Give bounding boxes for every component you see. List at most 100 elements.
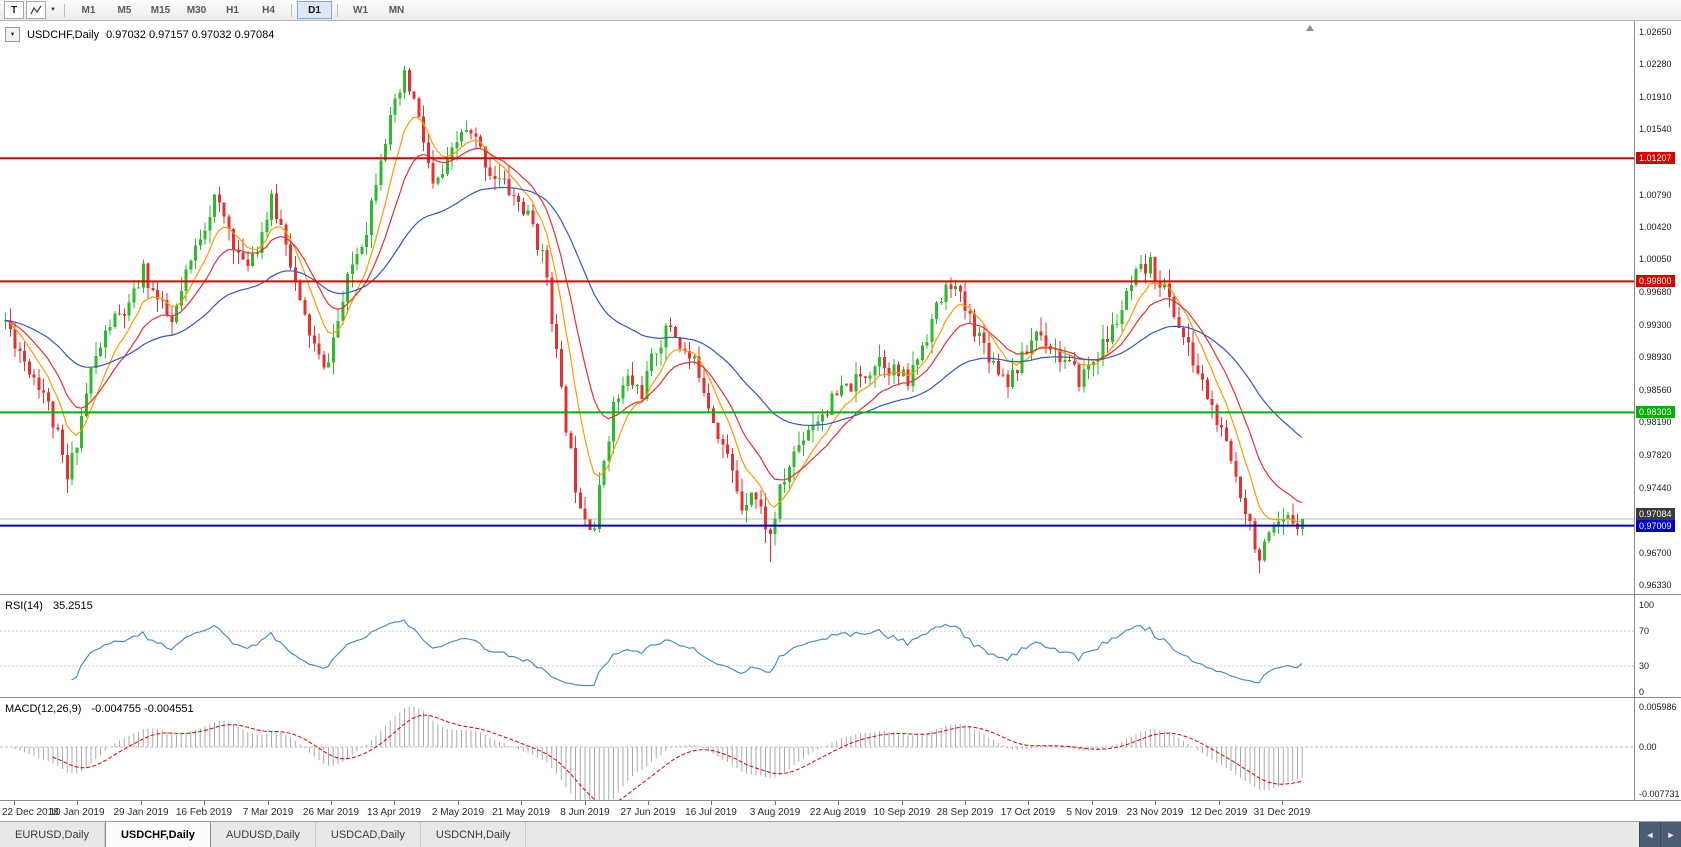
timeframe-button-mn[interactable]: MN — [388, 4, 405, 16]
time-axis-label: 16 Jul 2019 — [685, 807, 737, 818]
time-axis-tick — [838, 801, 839, 805]
time-axis-label: 13 Apr 2019 — [367, 807, 421, 818]
time-axis-tick — [1155, 801, 1156, 805]
time-axis-label: 22 Aug 2019 — [809, 807, 867, 818]
time-axis-tick — [1028, 801, 1029, 805]
toolbar-separator — [64, 3, 65, 17]
one-click-trading-button[interactable]: ▼ — [5, 27, 20, 42]
rsi-axis-label: 70 — [1639, 626, 1650, 636]
time-axis-tick — [14, 801, 15, 805]
price-axis-label: 1.02280 — [1639, 59, 1672, 69]
rsi-axis-label: 100 — [1639, 600, 1655, 610]
price-axis[interactable]: 1.02650 1.02280 1.01910 1.01540 1.00790 1.004… — [1634, 20, 1681, 801]
time-axis-tick — [775, 801, 776, 805]
time-axis-tick — [77, 801, 78, 805]
text-label-tool-icon[interactable]: T — [4, 1, 24, 19]
price-axis-label: 0.98190 — [1639, 417, 1672, 427]
panel-separator[interactable] — [0, 697, 1681, 698]
price-axis-label: 1.01540 — [1639, 124, 1672, 134]
chart-tab-bar: EURUSD,Daily USDCHF,Daily AUDUSD,Daily USDC… — [0, 821, 1681, 847]
timeframe-button-m30[interactable]: M30 — [186, 4, 207, 16]
time-axis-tick — [965, 801, 966, 805]
price-axis-label: 1.01910 — [1639, 92, 1672, 102]
timeframe-button-d1[interactable]: D1 — [297, 1, 332, 19]
panel-separator — [0, 800, 1681, 801]
zigzag-line-icon — [30, 4, 42, 16]
price-axis-label: 1.02650 — [1639, 27, 1672, 37]
tab-scroll-left-button[interactable]: ◄ — [1639, 822, 1660, 847]
time-axis-label: 7 Mar 2019 — [242, 807, 294, 818]
time-axis-label: 27 Jun 2019 — [620, 807, 676, 818]
rsi-axis-label: 0 — [1639, 687, 1645, 697]
price-axis-label: 1.00790 — [1639, 190, 1672, 200]
toolbar: T ▼ M1 M5 M15 M30 H1 H4 D1 W1 MN — [0, 0, 1681, 21]
time-axis-label: 26 Mar 2019 — [302, 807, 360, 818]
time-axis-tick — [648, 801, 649, 805]
time-axis-tick — [141, 801, 142, 805]
timeframe-button-h4[interactable]: H4 — [262, 4, 275, 16]
timeframe-button-m5[interactable]: M5 — [117, 4, 132, 16]
chart-tab-usdcad[interactable]: USDCAD,Daily — [316, 822, 421, 847]
time-axis-tick — [1282, 801, 1283, 805]
chart-tabs: EURUSD,Daily USDCHF,Daily AUDUSD,Daily USDC… — [0, 822, 527, 847]
price-axis-label: 0.97820 — [1639, 450, 1672, 460]
bid-price-badge: 0.97084 — [1636, 508, 1675, 520]
macd-axis-label: 0.005986 — [1639, 702, 1677, 712]
timeframe-toolbar: M1 M5 M15 M30 H1 H4 D1 W1 MN — [71, 1, 414, 19]
macd-axis-label: 0.00 — [1639, 742, 1657, 752]
time-axis-label: 21 May 2019 — [492, 807, 550, 818]
price-line-badge-resistance-upper: 1.01207 — [1636, 152, 1675, 164]
panel-separator[interactable] — [0, 594, 1681, 595]
price-axis-label: 0.99300 — [1639, 320, 1672, 330]
toolbar-separator — [337, 3, 338, 17]
timeframe-button-w1[interactable]: W1 — [353, 4, 368, 16]
chart-tab-usdcnh[interactable]: USDCNH,Daily — [421, 822, 527, 847]
time-axis-label: 16 Feb 2019 — [175, 807, 233, 818]
indicator-tool-button[interactable] — [26, 1, 46, 19]
time-axis-label: 5 Nov 2019 — [1066, 807, 1118, 818]
tab-scroll-buttons: ◄ ► — [1639, 822, 1681, 847]
time-axis-label: 8 Jun 2019 — [560, 807, 610, 818]
rsi-indicator-canvas[interactable] — [0, 595, 1634, 697]
time-axis-label: 2 May 2019 — [431, 807, 485, 818]
price-axis-label: 0.96330 — [1639, 580, 1672, 590]
time-axis-label: 22 Dec 2018 — [2, 807, 59, 818]
timeframe-button-m1[interactable]: M1 — [81, 4, 96, 16]
time-axis-label: 17 Oct 2019 — [1000, 807, 1056, 818]
chart-tab-usdchf[interactable]: USDCHF,Daily — [104, 822, 211, 847]
time-axis-tick — [521, 801, 522, 805]
timeframe-button-h1[interactable]: H1 — [226, 4, 239, 16]
chart-tab-audusd[interactable]: AUDUSD,Daily — [211, 822, 316, 847]
price-axis-label: 0.96700 — [1639, 548, 1672, 558]
macd-axis-label: -0.007731 — [1639, 789, 1680, 799]
time-axis-tick — [711, 801, 712, 805]
macd-indicator-canvas[interactable] — [0, 698, 1634, 800]
time-axis-tick — [268, 801, 269, 805]
tab-scroll-right-button[interactable]: ► — [1660, 822, 1681, 847]
price-axis-label: 1.00050 — [1639, 254, 1672, 264]
price-axis-label: 0.98560 — [1639, 385, 1672, 395]
timeframe-button-m15[interactable]: M15 — [150, 4, 171, 16]
time-axis-label: 31 Dec 2019 — [1253, 807, 1311, 818]
time-axis-tick — [204, 801, 205, 805]
price-axis-label: 0.99680 — [1639, 287, 1672, 297]
time-axis-label: 3 Aug 2019 — [749, 807, 801, 818]
price-axis-label: 1.00420 — [1639, 222, 1672, 232]
time-axis-label: 23 Nov 2019 — [1126, 807, 1184, 818]
time-axis-tick — [331, 801, 332, 805]
chart-shift-marker[interactable] — [1306, 25, 1314, 31]
time-axis[interactable]: 22 Dec 2018 10 Jan 2019 29 Jan 2019 16 Feb … — [0, 801, 1681, 821]
time-axis-tick — [1092, 801, 1093, 805]
time-axis-tick — [458, 801, 459, 805]
price-line-badge-support-blue: 0.97009 — [1636, 520, 1675, 532]
price-line-badge-resistance-mid: 0.99800 — [1636, 275, 1675, 287]
time-axis-tick — [394, 801, 395, 805]
rsi-axis-label: 30 — [1639, 661, 1650, 671]
time-axis-tick — [585, 801, 586, 805]
price-axis-label: 0.98930 — [1639, 352, 1672, 362]
chevron-down-icon[interactable]: ▼ — [50, 7, 56, 13]
price-chart-canvas[interactable] — [0, 20, 1634, 594]
price-line-badge-support-green: 0.98303 — [1636, 406, 1675, 418]
chart-tab-eurusd[interactable]: EURUSD,Daily — [0, 822, 105, 847]
